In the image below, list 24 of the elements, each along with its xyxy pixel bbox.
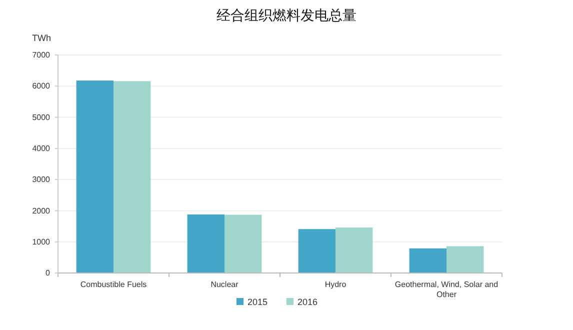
x-tick-label: Hydro: [324, 280, 347, 289]
y-tick-label: 1000: [32, 237, 51, 246]
x-tick-label: Combustible Fuels: [80, 280, 147, 289]
chart-title: 经合组织燃料发电总量: [216, 7, 356, 23]
y-tick-label: 7000: [32, 50, 51, 60]
bar: [409, 248, 446, 273]
y-tick-label: 0: [46, 268, 51, 278]
bar: [336, 228, 373, 273]
legend-label: 2015: [248, 297, 268, 307]
y-tick-label: 3000: [32, 175, 51, 184]
y-tick-label: 2000: [32, 206, 51, 216]
bar: [224, 214, 262, 273]
bar: [187, 214, 224, 273]
y-tick-label: 6000: [32, 82, 51, 91]
y-tick-label: 5000: [32, 112, 51, 122]
bar: [446, 246, 484, 273]
bar: [76, 80, 114, 273]
x-tick-label: Nuclear: [210, 280, 239, 289]
y-axis-title: TWh: [32, 33, 51, 43]
bar: [114, 81, 151, 273]
bar: [298, 229, 336, 273]
y-tick-label: 4000: [32, 144, 51, 153]
legend-label: 2016: [298, 297, 318, 307]
x-tick-label: Geothermal, Wind, Solar and Other: [394, 280, 498, 299]
